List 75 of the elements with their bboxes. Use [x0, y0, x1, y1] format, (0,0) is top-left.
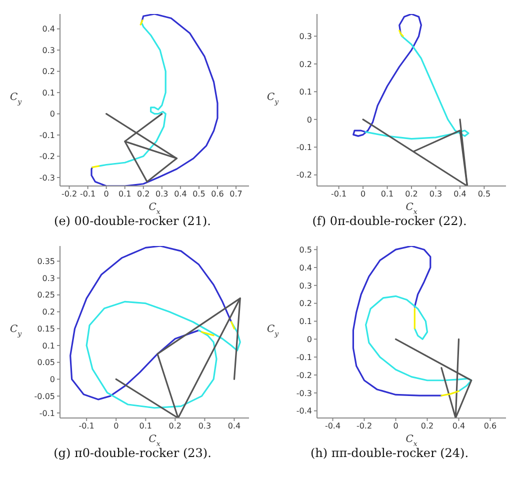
- x-tick-label: 0.3: [156, 190, 168, 199]
- x-tick-label: 0.5: [478, 190, 491, 199]
- text: (f) 0π-double-rocker (22).: [311, 214, 468, 228]
- y-tick-label: 0.2: [42, 308, 55, 317]
- x-tick-label: -0.1: [78, 422, 94, 431]
- x-tick-label: -0.1: [331, 190, 347, 199]
- x-tick-label: 0.1: [139, 422, 152, 431]
- y-tick-label: 0.2: [42, 67, 55, 76]
- y-axis-title: C$_{y}$: [267, 92, 280, 106]
- y-tick-label: 0.2: [299, 299, 312, 308]
- y-tick-label: -0.3: [296, 388, 312, 398]
- y-tick-label: 0.1: [299, 317, 312, 326]
- y-tick-label: 0.3: [42, 46, 55, 55]
- x-axis-title: C$_{x}$: [148, 434, 160, 448]
- x-tick-label: 0: [114, 422, 119, 431]
- y-tick-label: 0.15: [37, 324, 55, 334]
- y-tick-label: 0.4: [42, 24, 55, 34]
- x-tick-label: -0.2: [356, 422, 372, 431]
- y-tick-label: -0.2: [296, 370, 312, 380]
- y-tick-label: 0.3: [299, 32, 312, 42]
- y-tick-label: 0: [306, 115, 312, 124]
- x-tick-label: 0.2: [420, 422, 434, 431]
- y-tick-label: 0.3: [299, 281, 312, 290]
- x-tick-label: -0.1: [80, 190, 96, 199]
- y-tick-label: 0.2: [299, 60, 312, 69]
- x-tick-label: 0.2: [168, 422, 182, 431]
- y-tick-label: 0.3: [42, 274, 55, 283]
- y-tick-label: -0.05: [34, 392, 55, 401]
- x-tick-label: 0.3: [429, 190, 442, 199]
- y-tick-label: -0.2: [39, 152, 55, 162]
- x-tick-label: 0: [360, 190, 366, 199]
- y-tick-label: 0.1: [42, 88, 55, 98]
- y-tick-label: 0: [50, 110, 55, 119]
- x-tick-label: 0.4: [228, 422, 241, 431]
- y-tick-label: -0.1: [39, 408, 55, 418]
- y-tick-label: -0.1: [296, 352, 312, 362]
- x-tick-label: 0: [104, 190, 109, 199]
- x-tick-label: 0.3: [198, 422, 212, 431]
- y-tick-label: -0.2: [296, 170, 312, 180]
- x-tick-label: 0.4: [174, 190, 187, 199]
- y-tick-label: -0.4: [296, 406, 312, 416]
- x-tick-label: 0.6: [211, 190, 224, 199]
- x-tick-label: 0.1: [118, 190, 132, 199]
- y-tick-label: 0.5: [299, 245, 312, 254]
- x-tick-label: 0.2: [137, 190, 150, 199]
- y-tick-label: 0: [50, 375, 55, 384]
- y-tick-label: 0.25: [37, 290, 55, 300]
- x-tick-label: -0.2: [61, 190, 78, 199]
- y-axis-title: C$_{y}$: [10, 324, 23, 338]
- y-tick-label: 0.05: [37, 358, 55, 368]
- y-tick-label: -0.3: [39, 173, 55, 182]
- text: (g) π0-double-rocker (23).: [52, 446, 212, 460]
- x-tick-label: 0.7: [230, 190, 242, 199]
- y-tick-label: 0.35: [37, 257, 55, 266]
- x-axis-title: C$_{x}$: [406, 202, 418, 216]
- text: (e) 00-double-rocker (21).: [53, 214, 212, 228]
- y-tick-label: -0.1: [39, 130, 55, 140]
- x-tick-label: 0.5: [192, 190, 206, 199]
- x-tick-label: 0: [393, 422, 398, 431]
- y-tick-label: 0.1: [42, 341, 55, 350]
- x-tick-label: 0.4: [454, 190, 466, 199]
- y-tick-label: 0: [306, 335, 312, 344]
- y-tick-label: -0.1: [296, 143, 312, 152]
- y-tick-label: 0.4: [299, 263, 312, 272]
- x-tick-label: 0.2: [405, 190, 418, 199]
- y-axis-title: C$_{y}$: [267, 324, 280, 338]
- x-tick-label: 0.6: [484, 422, 497, 431]
- y-tick-label: 0.1: [299, 88, 312, 97]
- x-tick-label: 0.4: [452, 422, 466, 431]
- x-axis-title: C$_{x}$: [148, 202, 160, 216]
- x-axis-title: C$_{x}$: [406, 434, 418, 448]
- x-tick-label: -0.4: [324, 422, 341, 431]
- y-axis-title: C$_{y}$: [10, 92, 23, 106]
- x-tick-label: 0.1: [380, 190, 394, 199]
- text: (h) ππ-double-rocker (24).: [309, 446, 470, 460]
